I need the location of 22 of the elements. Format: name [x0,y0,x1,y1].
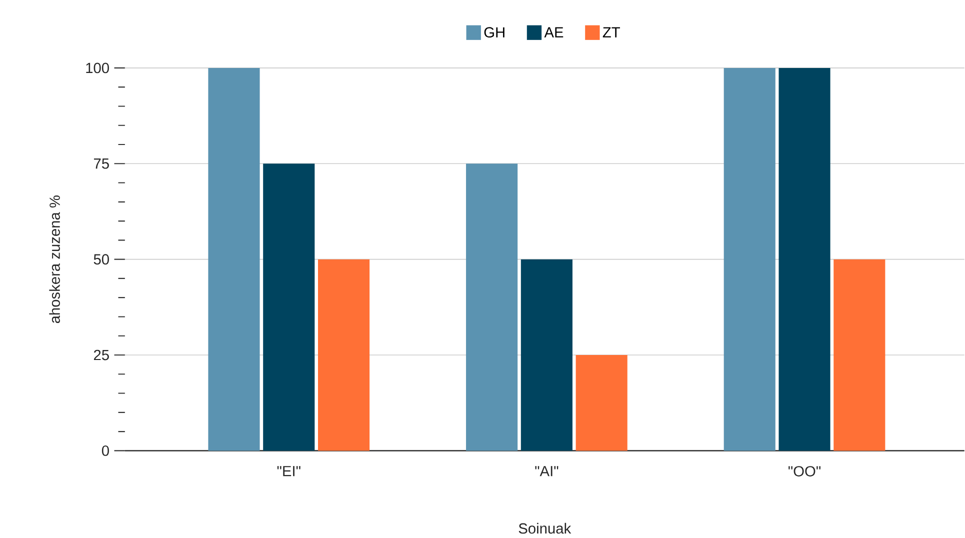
x-tick-label: "OO" [788,466,820,476]
y-axis-title: ahoskera zuzena % [49,195,60,324]
bar [576,354,628,451]
legend-label: GH [484,27,504,38]
bar [466,164,518,451]
bar [263,164,315,451]
x-tick-label: "AI" [535,466,558,476]
bar [318,259,370,451]
y-tick-label: 0 [102,445,109,456]
bar [778,68,830,451]
x-axis-title: Soinuak [518,522,572,534]
y-tick-label: 50 [94,254,109,264]
bar [834,259,886,451]
bar [208,68,260,451]
y-tick-label: 100 [86,62,109,74]
y-tick-label: 75 [94,158,109,169]
legend-label: AE [544,27,564,38]
y-tick-label: 25 [94,350,109,360]
x-tick-label: "EI" [277,466,300,476]
bar [724,68,776,451]
legend-label: ZT [602,27,620,38]
bar [520,259,572,451]
